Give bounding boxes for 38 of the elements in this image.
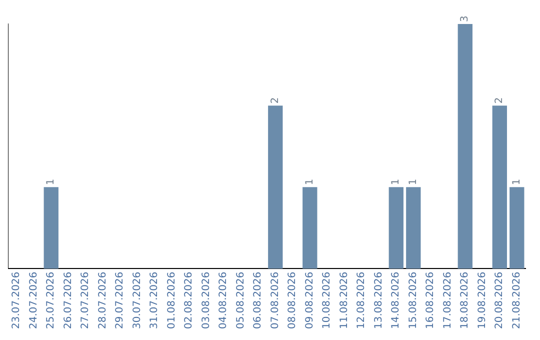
x-tick-label: 26.07.2026	[62, 272, 74, 330]
x-tick-label: 28.07.2026	[97, 272, 108, 330]
data-label: 1	[408, 178, 419, 186]
x-tick-label: 12.08.2026	[356, 272, 368, 330]
x-tick-label: 16.08.2026	[425, 272, 436, 330]
x-tick-label: 31.07.2026	[149, 272, 160, 330]
x-tick-label: 07.08.2026	[270, 272, 281, 330]
data-label: 1	[46, 178, 57, 186]
x-tick-label: 15.08.2026	[408, 272, 419, 330]
x-tick-label: 27.07.2026	[80, 272, 92, 330]
data-label: 2	[270, 97, 281, 104]
x-tick-label: 25.07.2026	[46, 272, 57, 330]
x-tick-label: 13.08.2026	[373, 272, 384, 330]
data-label: 1	[390, 178, 402, 186]
x-tick-label: 11.08.2026	[338, 272, 350, 330]
x-tick-label: 08.08.2026	[287, 272, 298, 330]
data-label: 2	[494, 97, 506, 104]
x-tick-label: 02.08.2026	[184, 272, 195, 330]
x-tick-label: 23.07.2026	[11, 272, 22, 330]
x-tick-label: 03.08.2026	[200, 272, 212, 330]
x-tick-label: 06.08.2026	[252, 272, 264, 330]
x-tick-label: 19.08.2026	[476, 272, 488, 330]
data-label: 3	[460, 16, 471, 22]
x-tick-label: 29.07.2026	[114, 272, 126, 330]
x-tick-label: 18.08.2026	[460, 272, 471, 330]
x-tick-label: 04.08.2026	[218, 272, 230, 330]
x-tick-label: 17.08.2026	[442, 272, 454, 330]
x-tick-label: 24.07.2026	[28, 272, 40, 330]
x-tick-label: 09.08.2026	[304, 272, 316, 330]
data-label: 1	[511, 178, 522, 186]
x-tick-label: 21.08.2026	[511, 272, 522, 330]
x-tick-label: 30.07.2026	[132, 272, 143, 330]
x-tick-label: 20.08.2026	[494, 272, 506, 330]
x-tick-label: 14.08.2026	[390, 272, 402, 330]
x-tick-label: 05.08.2026	[235, 272, 246, 330]
x-tick-label: 10.08.2026	[322, 272, 333, 330]
data-label: 1	[304, 178, 316, 186]
x-tick-label: 01.08.2026	[166, 272, 178, 330]
